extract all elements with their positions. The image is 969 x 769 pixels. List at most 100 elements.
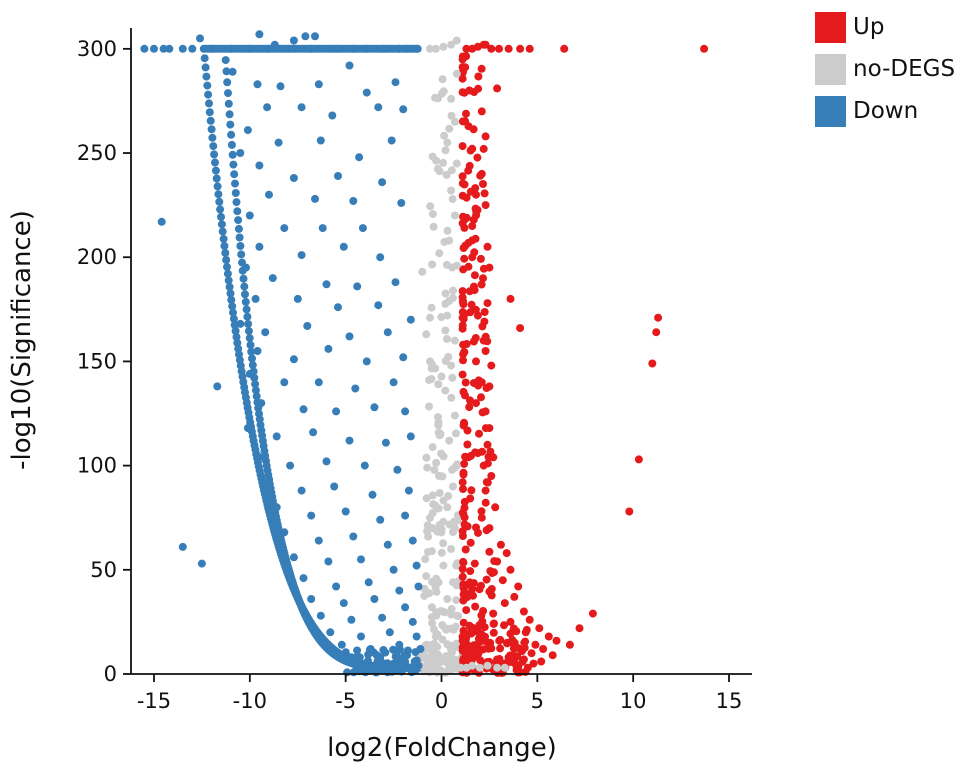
point-down [232, 333, 241, 341]
point-up [518, 647, 526, 656]
point-no-degs [428, 152, 437, 161]
point-up [458, 219, 467, 228]
legend-label-no-degs: no-DEGS [853, 56, 956, 82]
point-down [245, 334, 254, 343]
point-no-degs [428, 210, 437, 219]
point-up [487, 361, 496, 370]
point-down [265, 478, 273, 487]
point-down [401, 657, 410, 666]
point-down [226, 44, 235, 53]
point-down [221, 56, 230, 65]
point-down [229, 308, 237, 317]
point-down [227, 140, 236, 149]
point-no-degs [424, 532, 433, 541]
point-down [270, 40, 279, 49]
point-up [489, 628, 498, 637]
point-up [489, 453, 498, 462]
point-down [391, 278, 400, 287]
point-up [462, 606, 471, 615]
point-down [234, 216, 243, 225]
point-up [520, 638, 529, 647]
point-up [485, 424, 494, 433]
point-up [463, 522, 472, 531]
point-up [458, 142, 467, 151]
point-up [466, 538, 475, 547]
point-down [353, 282, 362, 291]
point-down [220, 242, 229, 250]
point-no-degs [483, 661, 492, 670]
point-down [401, 603, 410, 612]
point-down [140, 44, 149, 53]
point-up [510, 592, 519, 601]
point-no-degs [450, 659, 459, 668]
point-down [339, 599, 348, 608]
point-down [159, 44, 168, 53]
point-up [648, 359, 657, 368]
point-no-degs [452, 69, 461, 78]
point-up [508, 638, 517, 647]
point-down [374, 301, 383, 310]
point-up [625, 507, 634, 516]
point-no-degs [422, 494, 431, 503]
point-down [274, 138, 283, 147]
point-no-degs [428, 443, 437, 452]
y-tick-label: 200 [77, 245, 117, 269]
point-up [459, 485, 467, 493]
point-down [230, 170, 239, 179]
point-up [514, 582, 523, 591]
point-up [527, 649, 536, 658]
point-no-degs [430, 466, 439, 474]
point-down [284, 44, 293, 53]
point-down [227, 130, 236, 139]
point-no-degs [441, 289, 450, 298]
point-down [248, 361, 257, 370]
point-up [465, 403, 474, 412]
legend-label-down: Down [853, 98, 919, 124]
point-down [395, 586, 404, 595]
point-no-degs [452, 159, 461, 168]
point-up [461, 378, 470, 387]
y-tick-label: 300 [77, 37, 117, 61]
point-up [478, 322, 487, 331]
point-down [207, 125, 216, 134]
point-no-degs [426, 653, 434, 662]
point-no-degs [445, 124, 454, 133]
x-tick-label: 5 [531, 689, 544, 713]
point-up [481, 486, 490, 495]
point-up [491, 503, 500, 512]
point-up [477, 169, 486, 178]
point-up [512, 661, 521, 670]
point-up [475, 629, 484, 637]
point-up [460, 459, 469, 468]
point-no-degs [434, 421, 443, 430]
point-down [368, 490, 377, 499]
point-up [525, 44, 534, 53]
point-up [459, 350, 468, 359]
point-down [263, 103, 272, 112]
point-down [322, 280, 331, 289]
point-down [404, 486, 413, 495]
point-down [272, 432, 281, 441]
point-up [500, 599, 509, 608]
point-down [231, 179, 239, 188]
point-down [157, 217, 166, 226]
point-no-degs [437, 372, 446, 381]
legend-swatch-up [815, 11, 846, 43]
point-no-degs [423, 526, 432, 535]
point-down [349, 197, 358, 205]
point-down [213, 182, 222, 191]
point-up [459, 356, 467, 365]
point-no-degs [447, 361, 456, 370]
point-no-degs [445, 663, 454, 672]
point-no-degs [429, 222, 438, 231]
point-down [307, 511, 316, 520]
point-up [504, 653, 513, 662]
point-up [539, 645, 548, 653]
point-down [332, 407, 341, 416]
point-down [351, 384, 360, 393]
point-down [252, 392, 261, 401]
point-down [224, 89, 232, 98]
point-up [535, 624, 544, 633]
point-down [406, 315, 415, 324]
x-tick-label: -5 [335, 689, 356, 713]
